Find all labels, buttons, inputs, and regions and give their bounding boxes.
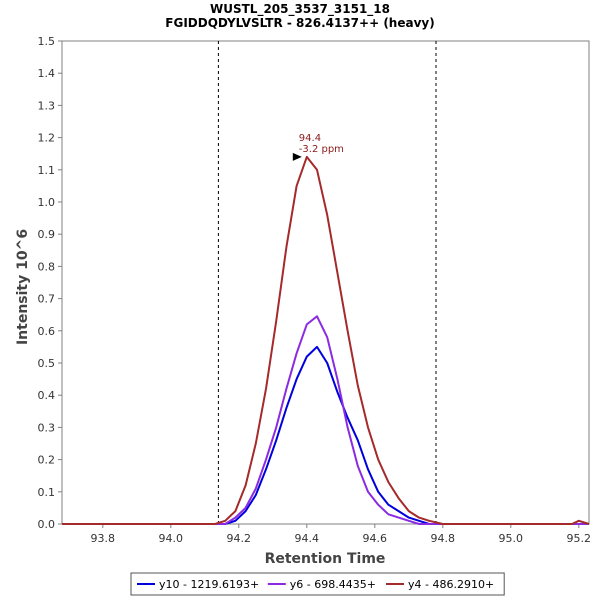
- y-tick-label: 0.3: [38, 421, 56, 434]
- chart-title: WUSTL_205_3537_3151_18: [210, 2, 390, 17]
- y-tick-label: 0.5: [38, 357, 56, 370]
- y-tick-label: 1.0: [38, 196, 56, 209]
- y-tick-label: 0.7: [38, 293, 56, 306]
- x-tick-label: 95.2: [567, 532, 592, 545]
- y-tick-label: 0.6: [38, 325, 56, 338]
- series-line: [62, 155, 590, 525]
- y-tick-label: 1.4: [38, 67, 56, 80]
- y-tick-label: 0.4: [38, 389, 56, 402]
- peak-annotation: 94.4: [299, 133, 321, 144]
- legend-label: y10 - 1219.6193+: [159, 578, 259, 591]
- y-tick-label: 1.3: [38, 99, 56, 112]
- x-tick-label: 94.0: [159, 532, 184, 545]
- legend-label: y4 - 486.2910+: [408, 578, 494, 591]
- y-tick-label: 1.5: [38, 35, 56, 48]
- x-tick-label: 94.6: [363, 532, 388, 545]
- y-tick-label: 0.8: [38, 260, 56, 273]
- y-tick-label: 1.1: [38, 164, 56, 177]
- x-tick-label: 94.4: [295, 532, 320, 545]
- y-tick-label: 0.1: [38, 486, 56, 499]
- y-tick-label: 0.2: [38, 454, 56, 467]
- x-tick-label: 95.0: [499, 532, 524, 545]
- x-tick-label: 94.2: [227, 532, 252, 545]
- plot-frame: [61, 40, 590, 525]
- series-line: [62, 345, 589, 525]
- y-tick-label: 1.2: [38, 132, 56, 145]
- chart-subtitle: FGIDDQDYLVSLTR - 826.4137++ (heavy): [165, 16, 434, 30]
- x-axis-label: Retention Time: [265, 551, 386, 567]
- legend-box: [130, 572, 505, 596]
- y-tick-label: 0.0: [38, 518, 56, 531]
- plot-area: 0.0 0.1 0.2 0.3 0.4 0.5 0.6 0.7 0.8 0.9 1.0 1.1 1.2 1…: [38, 35, 592, 545]
- peak-annotation: -3.2 ppm: [299, 144, 344, 155]
- x-tick-label: 93.8: [91, 532, 116, 545]
- legend: y10 - 1219.6193+ y6 - 698.4435+ y4 - 486.2…: [130, 572, 505, 596]
- legend-label: y6 - 698.4435+: [290, 578, 376, 591]
- x-tick-label: 94.8: [431, 532, 456, 545]
- y-tick-label: 0.9: [38, 228, 56, 241]
- y-axis-label: Intensity 10^6: [15, 229, 31, 345]
- peak-marker: [292, 152, 302, 161]
- series-line: [62, 315, 589, 525]
